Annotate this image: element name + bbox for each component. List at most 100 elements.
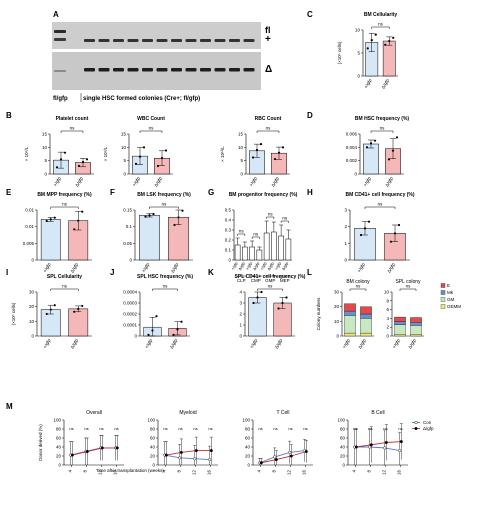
panel-letter-h: H (307, 188, 313, 197)
significance-label: ns (99, 426, 103, 431)
chart-title: BM Cellularity (364, 12, 398, 18)
data-point (251, 156, 255, 159)
panel-letter-e: E (6, 188, 12, 197)
stacked-segment-gm (344, 315, 356, 334)
chart-title: SPL colony (395, 279, 421, 285)
significance-label: ns (268, 212, 274, 217)
data-point (49, 308, 52, 311)
data-point (365, 146, 369, 149)
gel-band-colony-plus (200, 39, 211, 42)
legend-swatch-gm (440, 297, 446, 302)
significance-label: ns (258, 426, 262, 431)
data-point (369, 142, 373, 145)
y-tick-label: 0.01 (25, 208, 34, 213)
chart-panel-h: H BM CD41+ cell frequency (%) 0 1 2 3 +/gfp Δ/g… (307, 188, 415, 274)
y-tick-label: 40 (56, 445, 62, 450)
stacked-segment-e (360, 306, 372, 315)
data-point (193, 457, 197, 461)
data-point (260, 290, 263, 294)
y-tick-label: 0.004 (346, 145, 358, 150)
data-point (73, 228, 76, 231)
series-line-delta (261, 451, 307, 464)
stacked-segment-mk (360, 313, 372, 319)
y-tick-label: 100 (242, 418, 250, 423)
x-tick-label: +/gfp (341, 338, 351, 350)
y-tick-label: 5 (357, 51, 360, 56)
data-point (370, 39, 373, 42)
significance-label: ns (303, 426, 307, 431)
y-tick-label: 5 (123, 158, 126, 163)
data-point (281, 146, 285, 149)
y-tick-label: 20 (150, 454, 156, 459)
data-point (155, 315, 158, 318)
data-point (288, 450, 292, 454)
gel-band-colony-plus (98, 39, 110, 42)
x-tick-label: 4 (68, 470, 73, 473)
data-point (367, 220, 371, 223)
bar (285, 238, 292, 261)
data-point (172, 333, 175, 336)
bar (382, 40, 396, 77)
data-point (63, 151, 67, 154)
stacked-segment-gemm (344, 332, 356, 337)
data-point (393, 232, 397, 235)
bar (40, 219, 61, 261)
chart-panel-c: C BM Cellularity 0 5 10 (×10⁶ cells) +/gfp Δ/gf… (307, 10, 398, 90)
significance-label: ns (353, 426, 357, 431)
x-tick-label: Δ/gfp (357, 338, 367, 350)
data-point (100, 446, 104, 450)
y-tick-label: 100 (147, 418, 155, 423)
gel-band-colony-delta (156, 68, 168, 72)
data-point (81, 304, 84, 308)
x-tick-label: Δ/gfp (153, 176, 163, 188)
y-tick-label: 40 (150, 445, 156, 450)
x-tick-label: +/gfp (131, 176, 141, 188)
x-tick-label: +/gfp (363, 78, 373, 90)
y-tick-label: 100 (337, 418, 345, 423)
y-tick-label: 5 (240, 158, 243, 163)
series-line-delta (356, 441, 402, 448)
data-point (194, 449, 198, 453)
y-tick-label: 80 (150, 427, 156, 432)
data-point (384, 43, 387, 46)
stacked-chart-spl: SPL colony 0 2 4 6 8 10 +/gfp Δ/gfp ns (384, 279, 424, 350)
significance-bracket (60, 130, 84, 133)
y-axis-label: × 10⁹/L (24, 146, 29, 161)
data-point (304, 450, 308, 454)
data-point (179, 450, 183, 454)
significance-bracket (399, 288, 417, 291)
data-point (209, 449, 213, 453)
data-point (368, 445, 372, 449)
gel-band-colony-plus (127, 39, 139, 42)
data-point (285, 296, 288, 299)
data-point (134, 162, 138, 165)
significance-bracket (266, 216, 275, 219)
y-tick-label: 10 (238, 145, 244, 150)
data-point (55, 166, 59, 169)
y-tick-label: 10 (29, 319, 35, 324)
y-tick-label: 0.0003 (123, 301, 137, 306)
band-label-plus: + (265, 34, 271, 45)
stacked-segment-gemm (410, 334, 422, 337)
data-point (173, 223, 176, 227)
data-point (208, 458, 212, 462)
data-point (373, 139, 377, 142)
data-point (289, 454, 293, 458)
y-tick-label: 0.15 (123, 208, 132, 213)
significance-bracket (237, 233, 246, 236)
significance-label: ns (163, 284, 169, 289)
gel-band-colony-plus (156, 39, 168, 42)
data-point (142, 146, 146, 149)
series-line-delta (72, 447, 118, 456)
significance-bracket (364, 206, 396, 209)
gel-band-colony-delta (200, 68, 211, 72)
y-tick-label: 10 (121, 145, 127, 150)
x-tick-label: +/gfp (248, 176, 258, 188)
x-tick-label: Δ/gfp (70, 262, 80, 274)
y-tick-label: 3 (344, 208, 347, 213)
data-point (374, 33, 377, 36)
y-tick-label: 0 (386, 334, 389, 339)
significance-label: ns (378, 202, 384, 207)
y-tick-label: 0 (357, 74, 360, 79)
data-point (383, 446, 387, 450)
